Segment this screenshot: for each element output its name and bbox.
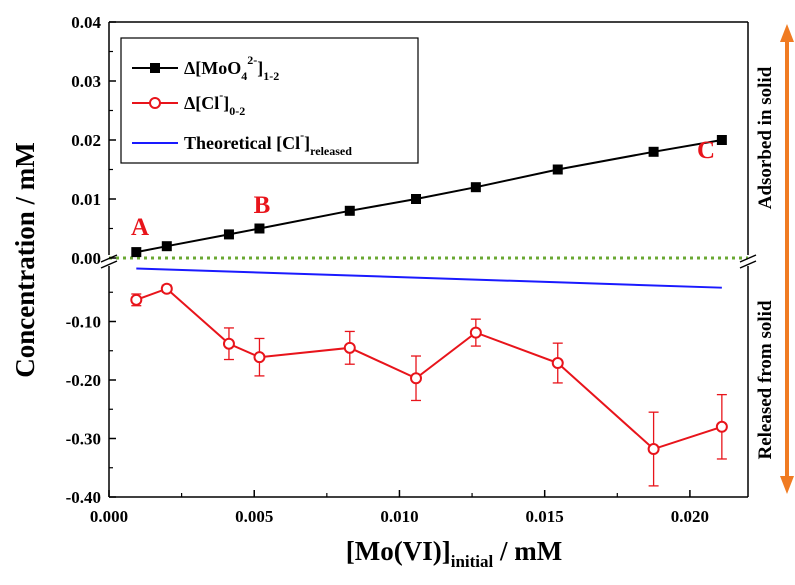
legend-entry-0: Δ[MoO42-]1-2 (132, 53, 279, 83)
data-point (223, 229, 234, 240)
data-point (551, 357, 564, 370)
data-point (410, 372, 423, 385)
series-line (136, 139, 723, 254)
data-point (469, 326, 482, 339)
side-label-adsorbed: Adsorbed in solid (755, 66, 776, 209)
data-point (411, 194, 422, 204)
data-point (130, 293, 143, 306)
series-line (135, 287, 723, 451)
data-point (161, 241, 172, 252)
data-point (552, 164, 563, 175)
legend-label: Δ[Cl-]0-2 (184, 88, 245, 118)
y-tick-label-upper: 0.03 (71, 72, 101, 91)
x-tick-label: 0.015 (526, 507, 564, 526)
data-point (160, 282, 173, 295)
y-tick-label-upper: 0.00 (71, 249, 101, 268)
annotation-a: A (131, 214, 149, 241)
y-tick-label-upper: 0.02 (71, 131, 101, 150)
data-point (222, 337, 235, 350)
legend-entry-2: Theoretical [Cl-]released (132, 128, 352, 158)
legend-marker (149, 97, 161, 109)
annotation-c: C (697, 137, 715, 164)
axis-break-right-1 (739, 254, 757, 263)
data-point (131, 247, 142, 258)
y-tick-label-lower: -0.40 (66, 488, 101, 507)
series-line (136, 267, 722, 289)
y-axis-title: Concentration / mM (10, 142, 40, 377)
side-label-released: Released from solid (755, 300, 776, 459)
data-point (253, 351, 266, 364)
data-point (715, 420, 728, 433)
annotation-b: B (254, 192, 271, 219)
x-axis-title: [Mo(VI)]initial / mM (346, 536, 562, 571)
axis-break-left-2 (100, 260, 118, 269)
side-arrow-head-down (780, 476, 794, 494)
y-tick-label-upper: 0.04 (71, 13, 101, 32)
x-tick-label: 0.010 (380, 507, 418, 526)
y-tick-label-lower: -0.30 (66, 430, 101, 449)
legend: Δ[MoO42-]1-2 Δ[Cl-]0-2 Theoretical [Cl-]re… (120, 37, 419, 164)
series-0 (131, 135, 727, 258)
y-tick-label-lower: -0.20 (66, 371, 101, 390)
y-tick-label-lower: -0.10 (66, 313, 101, 332)
data-point (647, 443, 660, 456)
x-tick-label: 0.000 (90, 507, 128, 526)
side-arrow-head-up (780, 24, 794, 42)
data-point (344, 205, 355, 216)
series-1 (130, 282, 728, 487)
legend-entry-1: Δ[Cl-]0-2 (132, 88, 245, 118)
legend-marker (150, 63, 160, 73)
data-point (343, 341, 356, 354)
x-tick-label: 0.005 (235, 507, 273, 526)
series-2 (136, 267, 722, 289)
y-tick-label-upper: 0.01 (71, 190, 101, 209)
data-point (470, 182, 481, 193)
legend-label: Δ[MoO42-]1-2 (184, 53, 279, 83)
data-point (648, 146, 659, 157)
data-point (254, 223, 265, 234)
x-tick-label: 0.020 (671, 507, 709, 526)
legend-label: Theoretical [Cl-]released (184, 128, 352, 158)
data-point (716, 135, 727, 145)
axis-break-right-2 (739, 260, 757, 269)
